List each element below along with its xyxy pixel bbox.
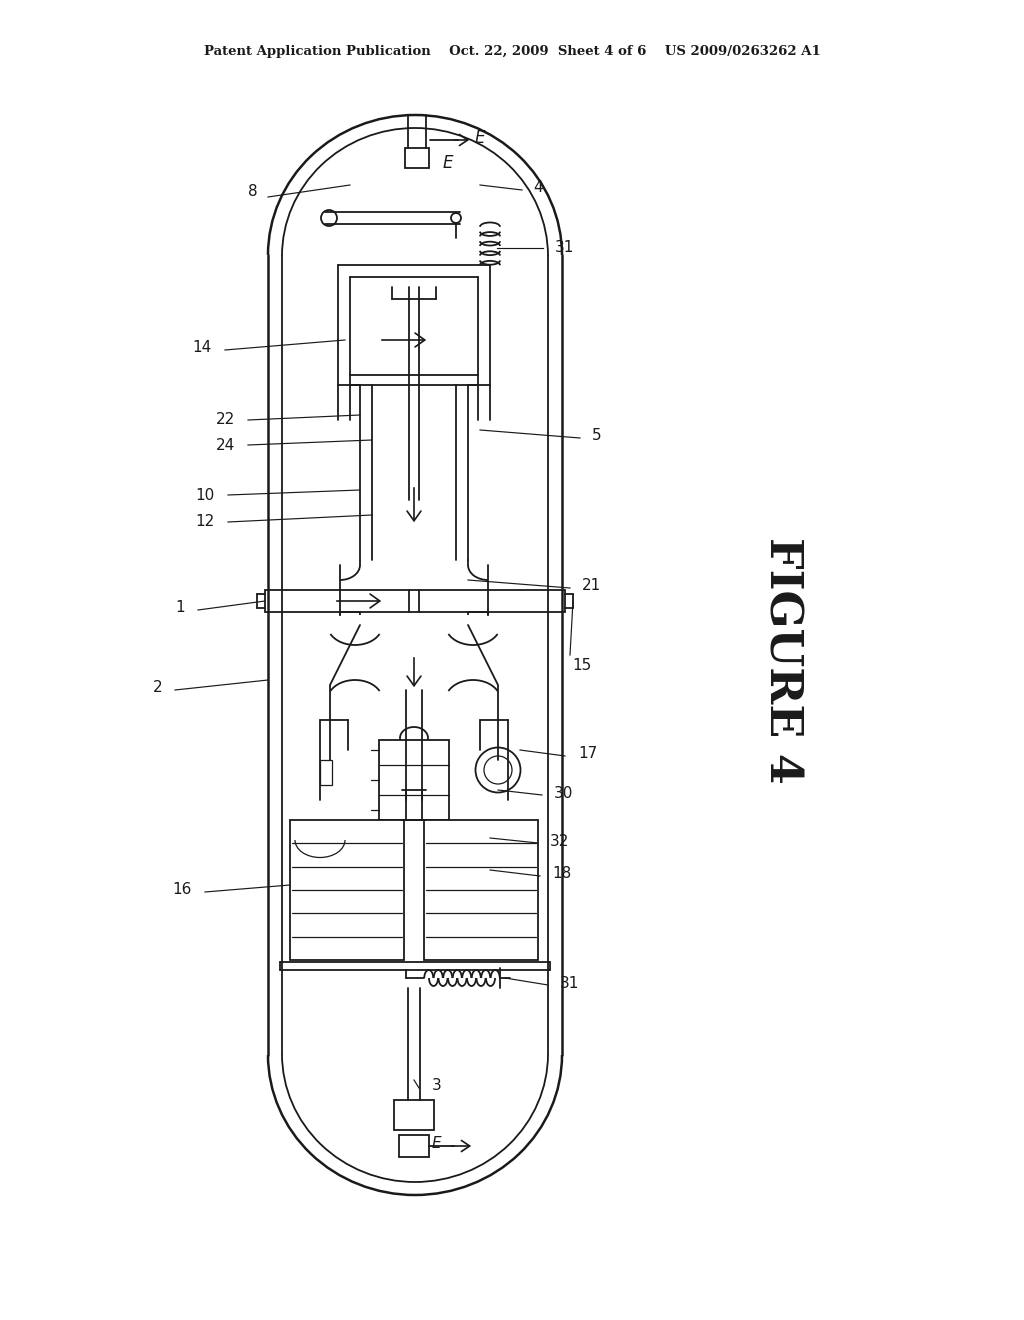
Text: 30: 30 — [554, 785, 573, 800]
Text: E: E — [442, 154, 454, 172]
Text: 4: 4 — [534, 181, 543, 195]
Text: 18: 18 — [552, 866, 571, 882]
Text: 24: 24 — [216, 437, 234, 453]
Text: E: E — [432, 1137, 441, 1151]
Bar — [394, 1100, 434, 1130]
Text: 32: 32 — [550, 833, 569, 849]
Text: 16: 16 — [173, 883, 193, 898]
Text: 2: 2 — [153, 681, 162, 696]
Bar — [399, 1135, 429, 1158]
Bar — [406, 148, 429, 168]
Text: 31: 31 — [555, 240, 574, 256]
Bar — [379, 741, 449, 820]
Text: 14: 14 — [193, 341, 212, 355]
Bar — [319, 760, 332, 785]
Circle shape — [321, 210, 337, 226]
Bar — [424, 820, 538, 960]
Text: FIGURE 4: FIGURE 4 — [761, 536, 804, 784]
Text: 5: 5 — [592, 429, 602, 444]
Text: 17: 17 — [578, 747, 597, 762]
Text: 12: 12 — [196, 515, 215, 529]
Text: 22: 22 — [216, 412, 234, 428]
Text: 10: 10 — [196, 487, 215, 503]
Text: 31: 31 — [560, 975, 580, 990]
Text: E: E — [475, 129, 485, 147]
Text: 8: 8 — [249, 185, 258, 199]
Circle shape — [451, 213, 461, 223]
Text: 15: 15 — [572, 657, 591, 672]
Text: 3: 3 — [432, 1077, 441, 1093]
Text: 21: 21 — [582, 578, 601, 594]
Bar — [265, 590, 565, 612]
Text: 1: 1 — [175, 601, 185, 615]
Bar — [290, 820, 404, 960]
Text: Patent Application Publication    Oct. 22, 2009  Sheet 4 of 6    US 2009/0263262: Patent Application Publication Oct. 22, … — [204, 45, 820, 58]
